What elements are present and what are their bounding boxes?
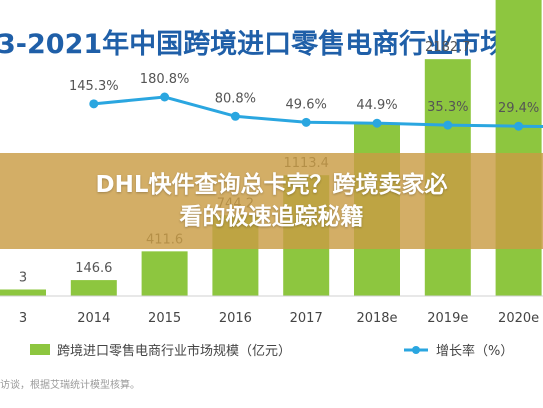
x-tick-label: 2018e bbox=[356, 311, 397, 326]
headline-line-2: 看的极速追踪秘籍 bbox=[179, 204, 364, 230]
growth-point bbox=[301, 117, 311, 127]
x-tick-label: 2015 bbox=[148, 311, 181, 326]
x-tick-label: 2016 bbox=[219, 311, 252, 326]
x-tick-label: 2020e bbox=[498, 311, 539, 326]
growth-value-label: 44.9% bbox=[356, 98, 397, 113]
bar-3 bbox=[0, 289, 46, 296]
legend-line-label: 增长率（%） bbox=[436, 343, 513, 359]
bar-2015 bbox=[141, 251, 188, 296]
growth-point bbox=[160, 92, 170, 102]
source-note: 访谈，根据艾瑞统计模型核算。 bbox=[0, 378, 140, 391]
growth-value-label: 49.6% bbox=[286, 97, 327, 112]
bar-value-label: 146.6 bbox=[75, 261, 112, 276]
legend: 跨境进口零售电商行业市场规模（亿元） 增长率（%） bbox=[30, 343, 513, 359]
x-tick-label: 3 bbox=[19, 311, 27, 326]
x-tick-label: 2019e bbox=[427, 311, 468, 326]
bar-2020e bbox=[495, 0, 542, 296]
legend-line-marker bbox=[412, 346, 420, 354]
growth-point bbox=[514, 121, 524, 131]
headline-line-1: DHL快件查询总卡壳？跨境卖家必 bbox=[95, 172, 448, 198]
growth-point bbox=[230, 111, 240, 121]
bar-value-label: 3 bbox=[19, 270, 27, 285]
growth-value-label: 29.4% bbox=[498, 101, 539, 116]
growth-point bbox=[372, 118, 382, 128]
x-tick-labels: 320142015201620172018e2019e2020e2 bbox=[19, 311, 539, 326]
growth-value-label: 180.8% bbox=[140, 72, 190, 87]
growth-value-label: 35.3% bbox=[427, 100, 468, 115]
x-tick-label: 2017 bbox=[290, 311, 323, 326]
bar-value-label: 2182.7 bbox=[425, 40, 471, 55]
growth-value-label: 80.8% bbox=[215, 91, 256, 106]
x-tick-label: 2014 bbox=[77, 311, 110, 326]
growth-line-layer: 145.3%180.8%80.8%49.6%44.9%35.3%29.4%2 bbox=[69, 72, 543, 131]
headline-overlay[interactable]: DHL快件查询总卡壳？跨境卖家必 看的极速追踪秘籍 bbox=[0, 153, 543, 249]
legend-bar-swatch bbox=[30, 344, 50, 355]
growth-point bbox=[89, 99, 99, 109]
legend-bar-label: 跨境进口零售电商行业市场规模（亿元） bbox=[57, 343, 291, 359]
growth-value-label: 145.3% bbox=[69, 79, 119, 94]
bar-2014 bbox=[70, 280, 117, 296]
growth-point bbox=[443, 120, 453, 130]
chart-title: 3-2021年中国跨境进口零售电商行业市场 bbox=[0, 28, 507, 60]
